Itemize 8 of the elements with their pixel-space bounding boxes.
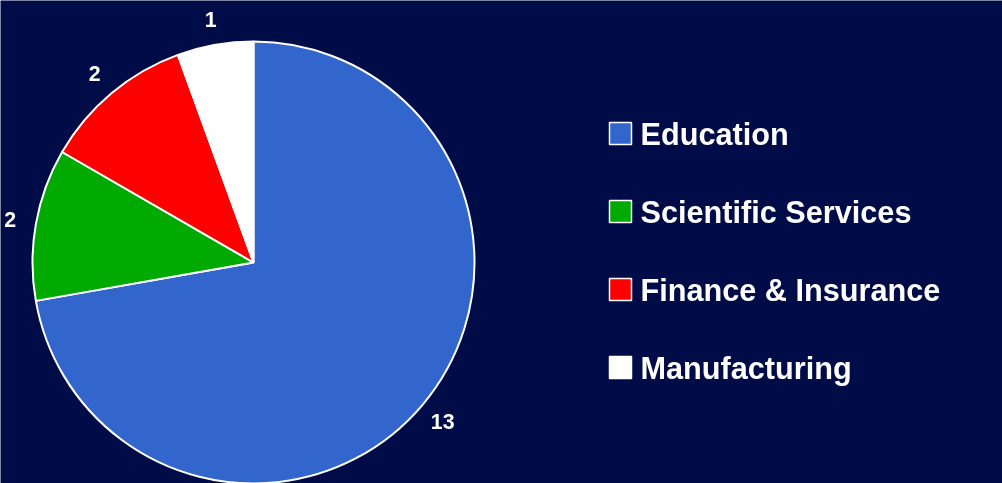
data-label: 13 bbox=[430, 409, 455, 434]
data-label: 2 bbox=[88, 61, 101, 86]
legend-label: Finance & Insurance bbox=[640, 272, 941, 307]
legend-label: Education bbox=[640, 116, 789, 151]
data-label: 2 bbox=[4, 208, 17, 233]
legend-label: Manufacturing bbox=[640, 350, 852, 386]
legend-label: Scientific Services bbox=[640, 194, 912, 229]
data-label: 1 bbox=[204, 7, 217, 32]
